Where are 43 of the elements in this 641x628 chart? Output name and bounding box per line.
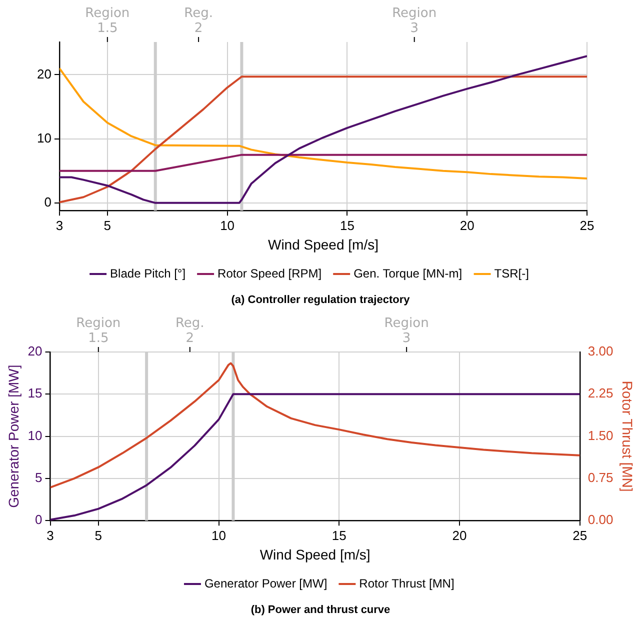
x-tick-label: 3	[46, 528, 54, 543]
y-axis-title: Generator Power [MW]	[5, 364, 22, 508]
y2-tick-label: 1.50	[588, 428, 614, 443]
y-tick-label: 0	[35, 512, 42, 528]
legend-label: Rotor Speed [RPM]	[218, 266, 322, 280]
legend-label: Blade Pitch [°]	[110, 266, 186, 280]
y-tick-label: 5	[35, 470, 42, 486]
text: (a) Controller regulation trajectory	[230, 293, 411, 308]
legend-label: Gen. Torque [MN-m]	[354, 266, 462, 280]
x-axis-title: Wind Speed [m/s]	[260, 546, 370, 562]
x-tick-label: 20	[452, 528, 467, 543]
x-tick-label: 3	[56, 218, 64, 233]
text: Region 3	[384, 316, 429, 346]
text: Region 1.5	[76, 316, 121, 346]
y2-axis-title: Rotor Thrust [MN]	[620, 380, 636, 492]
text: Reg. 2	[175, 316, 204, 346]
text: Region 1.5	[85, 6, 130, 36]
legend-label: TSR[-]	[494, 266, 529, 280]
x-tick-label: 5	[104, 218, 112, 233]
y2-tick-label: 0.75	[588, 470, 614, 486]
text: (b) Power and thrust curve	[250, 603, 392, 618]
x-tick-label: 15	[332, 528, 346, 543]
y-tick-label: 10	[28, 428, 42, 443]
x-tick-label: 15	[340, 218, 354, 233]
x-tick-label: 10	[212, 528, 226, 543]
x-tick-label: 25	[572, 528, 588, 543]
text: Region 3	[392, 6, 437, 36]
x-axis-title: Wind Speed [m/s]	[268, 236, 378, 252]
y-tick-label: 20	[36, 66, 52, 82]
legend-label: Rotor Thrust [MN]	[359, 576, 454, 590]
y-tick-label: 0	[44, 194, 52, 210]
text: Reg. 2	[184, 6, 213, 36]
y-tick-label: 10	[36, 130, 52, 146]
y2-tick-label: 3.00	[588, 344, 614, 359]
y-tick-label: 15	[28, 386, 42, 401]
y-tick-label: 20	[28, 344, 42, 359]
legend-label: Generator Power [MW]	[204, 576, 328, 590]
x-tick-label: 20	[460, 218, 474, 233]
y2-tick-label: 0.00	[588, 512, 614, 528]
x-tick-label: 5	[94, 528, 102, 543]
x-tick-label: 25	[580, 218, 594, 233]
y2-tick-label: 2.25	[588, 386, 614, 401]
x-tick-label: 10	[220, 218, 235, 233]
